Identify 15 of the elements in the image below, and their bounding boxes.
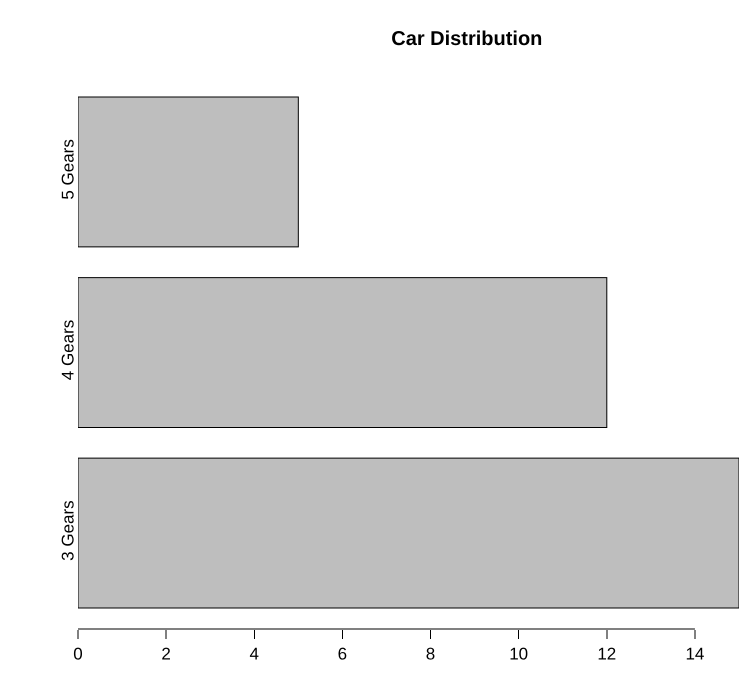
x-tick-label: 4	[250, 644, 260, 664]
x-tick-label: 8	[426, 644, 436, 664]
x-tick-label: 10	[509, 644, 528, 664]
x-tick-label: 2	[161, 644, 171, 664]
bar	[78, 458, 739, 609]
x-tick-label: 6	[338, 644, 348, 664]
x-tick-label: 12	[597, 644, 616, 664]
x-tick-label: 14	[685, 644, 704, 664]
bar	[78, 96, 299, 248]
y-tick-label: 5 Gears	[58, 139, 78, 200]
x-tick-label: 0	[73, 644, 83, 664]
y-tick-label: 4 Gears	[58, 320, 78, 380]
text: Car Distribution	[391, 28, 542, 50]
bar	[78, 277, 608, 428]
y-tick-label: 3 Gears	[58, 500, 78, 561]
